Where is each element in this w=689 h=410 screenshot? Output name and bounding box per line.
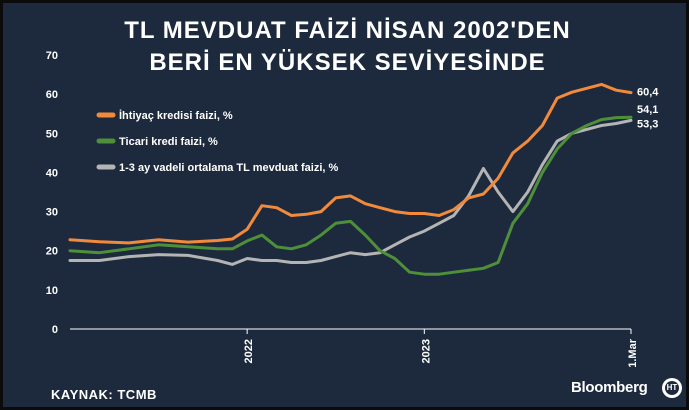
chart-legend: İhtiyaç kredisi faizi, % Ticari kredi fai… (96, 109, 338, 174)
y-axis: 0 10 20 30 40 50 60 70 (46, 50, 58, 336)
source-note: KAYNAK: TCMB (51, 387, 157, 402)
end-value-label: 54,1 (637, 104, 658, 116)
chart-lines (68, 82, 633, 276)
y-tick-label: 70 (46, 50, 58, 62)
end-value-label: 53,3 (637, 118, 658, 130)
series-line (68, 82, 633, 245)
legend-label: İhtiyaç kredisi faizi, % (119, 109, 233, 122)
x-tick-label: 2022 (243, 339, 255, 363)
y-tick-label: 40 (46, 167, 58, 179)
y-tick-label: 30 (46, 207, 58, 219)
line-chart: 0 10 20 30 40 50 60 70 2022 2023 1.Mar İhtiyaç kr… (46, 50, 660, 368)
y-tick-label: 50 (46, 128, 58, 140)
ht-logo-icon: HT (662, 378, 682, 398)
ht-logo-text: HT (665, 381, 679, 395)
y-tick-label: 10 (46, 285, 58, 297)
y-tick-label: 20 (46, 246, 58, 258)
chart-title-line-2: BERİ EN YÜKSEK SEVİYESİNDE (149, 49, 546, 76)
series-line (68, 118, 633, 266)
x-axis: 2022 2023 1.Mar (70, 328, 639, 368)
y-tick-label: 60 (46, 89, 58, 101)
legend-label: 1-3 ay vadeli ortalama TL mevduat faizi,… (119, 162, 338, 174)
series-line (68, 115, 633, 276)
end-labels: 60,4 54,1 53,3 (637, 87, 659, 131)
x-tick-label: 1.Mar (627, 338, 639, 367)
end-value-label: 60,4 (637, 87, 659, 99)
bloomberg-logo: Bloomberg (571, 379, 648, 396)
y-tick-label: 0 (52, 324, 58, 336)
x-tick-label: 2023 (420, 339, 432, 363)
legend-label: Ticari kredi faizi, % (119, 136, 218, 148)
chart-title-line-1: TL MEVDUAT FAİZİ NİSAN 2002'DEN (124, 17, 571, 44)
